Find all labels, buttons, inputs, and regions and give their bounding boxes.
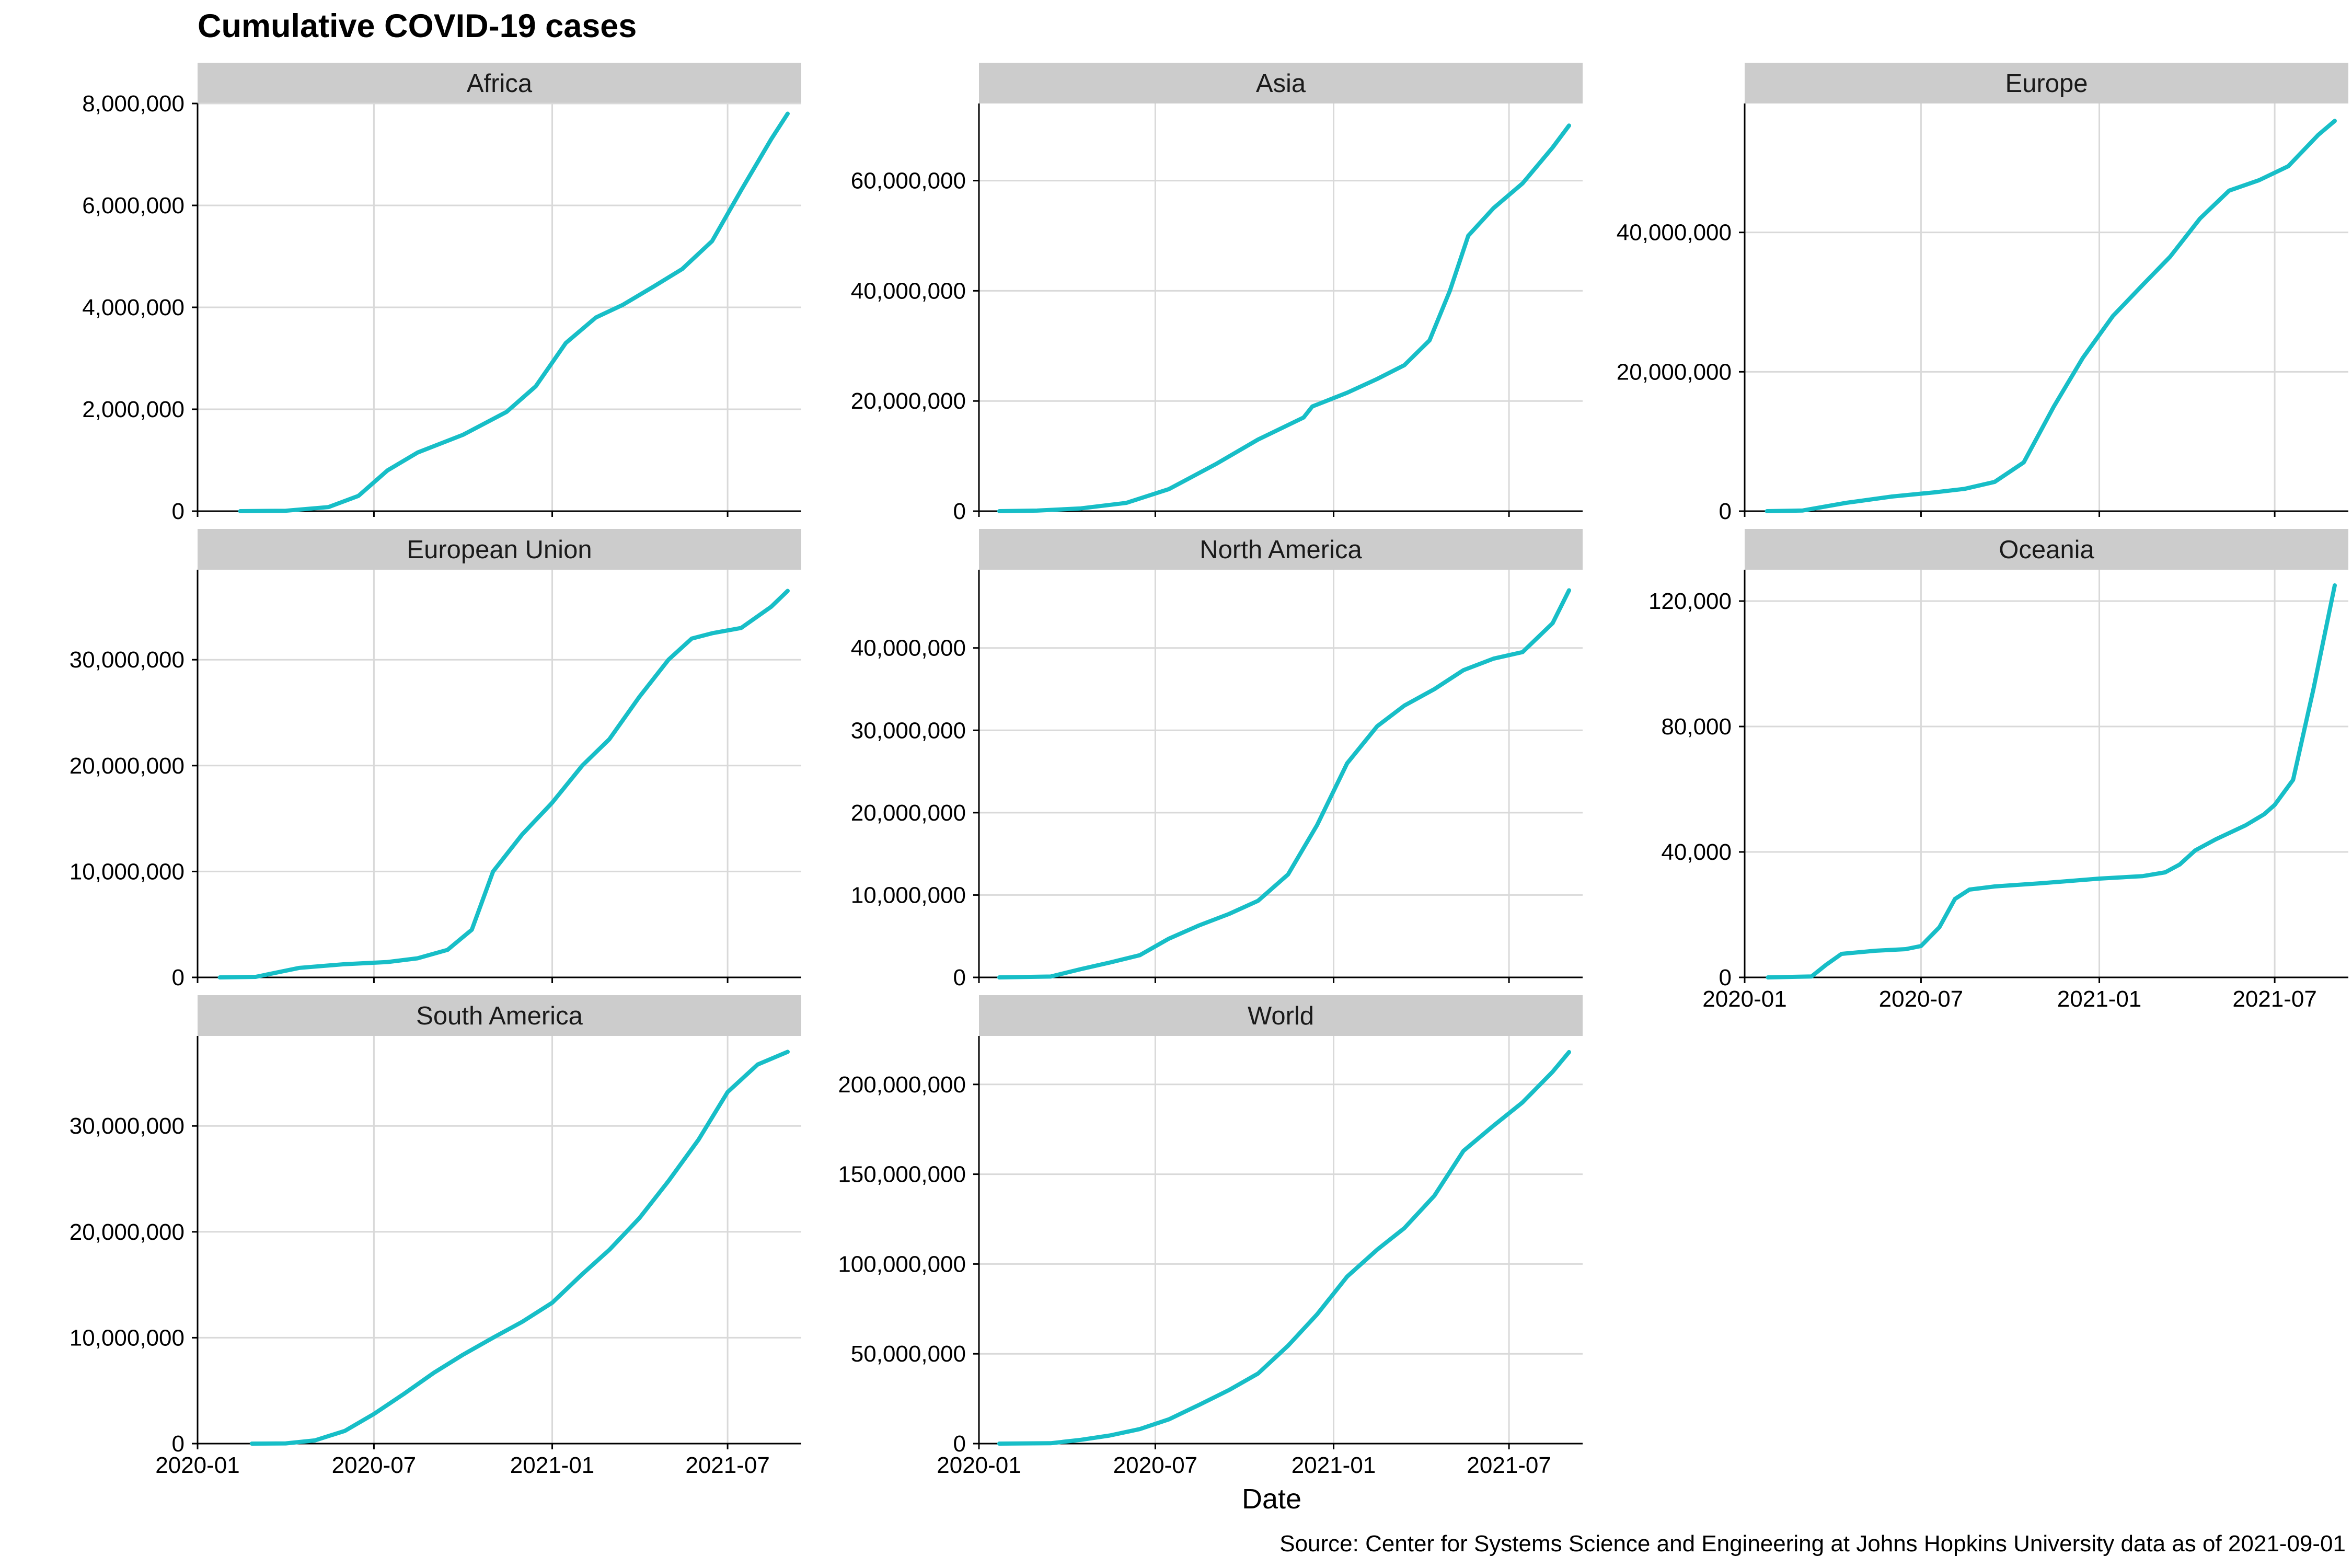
y-tick-label-asia-3: 60,000,000 xyxy=(851,168,966,194)
panel-world: World 0 50,000,000 100,000,000 150,000,000 20… xyxy=(838,995,1583,1478)
x-tick-label-south-america-2: 2021-01 xyxy=(510,1452,594,1478)
y-tick-label-world-2: 100,000,000 xyxy=(838,1251,966,1277)
y-tick-label-north-america-1: 10,000,000 xyxy=(851,882,966,908)
series-line-europe xyxy=(1765,119,2337,513)
panel-south-america: South America 0 10,000,000 20,000,000 30,000… xyxy=(70,995,801,1478)
x-tick-label-world-3: 2021-07 xyxy=(1467,1452,1551,1478)
y-tick-label-north-america-2: 20,000,000 xyxy=(851,800,966,826)
y-tick-label-world-0: 0 xyxy=(953,1431,966,1457)
x-tick-label-south-america-3: 2021-07 xyxy=(685,1452,769,1478)
strip-north-america xyxy=(979,529,1583,570)
panel-north-america: North America 0 10,000,000 20,000,000 30,000… xyxy=(851,529,1583,990)
y-tick-label-world-3: 150,000,000 xyxy=(838,1162,966,1187)
series-line-africa xyxy=(238,111,790,513)
y-tick-label-north-america-4: 40,000,000 xyxy=(851,636,966,661)
x-tick-label-south-america-0: 2020-01 xyxy=(155,1452,239,1478)
y-tick-label-european-union-1: 10,000,000 xyxy=(70,859,185,884)
y-tick-label-oceania-0: 0 xyxy=(1719,965,1732,990)
series-line-asia xyxy=(997,123,1571,513)
strip-world xyxy=(979,995,1583,1036)
y-tick-label-world-1: 50,000,000 xyxy=(851,1341,966,1367)
y-tick-label-africa-0: 0 xyxy=(172,499,185,524)
y-tick-label-world-4: 200,000,000 xyxy=(838,1072,966,1098)
y-tick-label-asia-1: 20,000,000 xyxy=(851,388,966,414)
strip-label-north-america: North America xyxy=(1200,536,1362,564)
y-tick-label-south-america-0: 0 xyxy=(172,1431,185,1457)
y-tick-label-africa-1: 2,000,000 xyxy=(82,397,185,422)
strip-label-europe: Europe xyxy=(2005,70,2088,98)
series-line-european-union xyxy=(217,589,790,979)
x-tick-label-oceania-3: 2021-07 xyxy=(2232,986,2316,1012)
y-tick-label-africa-2: 4,000,000 xyxy=(82,295,185,320)
strip-label-africa: Africa xyxy=(467,70,533,98)
y-tick-label-south-america-3: 30,000,000 xyxy=(70,1113,185,1139)
strip-label-world: World xyxy=(1248,1002,1314,1030)
strip-label-asia: Asia xyxy=(1256,70,1306,98)
panel-oceania: Oceania 0 40,000 80,000 120,000 2020-01 2020-0… xyxy=(1648,529,2348,1012)
panel-europe: Europe 0 20,000,000 40,000,000 xyxy=(1617,63,2348,524)
strip-label-european-union: European Union xyxy=(407,536,592,564)
series-line-north-america xyxy=(997,588,1571,979)
y-tick-label-south-america-2: 20,000,000 xyxy=(70,1219,185,1245)
panel-asia: Asia 0 20,000,000 40,000,000 60,000,000 xyxy=(851,63,1583,524)
chart-title: Cumulative COVID-19 cases xyxy=(198,8,637,44)
y-tick-label-europe-1: 20,000,000 xyxy=(1617,359,1732,385)
series-line-world xyxy=(997,1050,1571,1446)
y-tick-label-european-union-0: 0 xyxy=(172,965,185,990)
y-tick-label-asia-2: 40,000,000 xyxy=(851,278,966,304)
x-tick-label-oceania-1: 2020-07 xyxy=(1879,986,1963,1012)
y-tick-label-oceania-1: 40,000 xyxy=(1661,839,1732,865)
strip-africa xyxy=(198,63,801,103)
series-line-south-america xyxy=(249,1050,790,1446)
x-axis-title-text: Date xyxy=(1241,1483,1302,1515)
y-tick-label-oceania-2: 80,000 xyxy=(1661,714,1732,740)
strip-oceania xyxy=(1745,529,2348,570)
y-tick-label-africa-4: 8,000,000 xyxy=(82,91,185,117)
y-tick-label-oceania-3: 120,000 xyxy=(1648,589,1732,614)
x-tick-label-world-2: 2021-01 xyxy=(1292,1452,1376,1478)
y-tick-label-asia-0: 0 xyxy=(953,499,966,524)
y-tick-label-european-union-2: 20,000,000 xyxy=(70,753,185,779)
x-tick-label-oceania-2: 2021-01 xyxy=(2057,986,2141,1012)
x-tick-label-world-1: 2020-07 xyxy=(1113,1452,1197,1478)
source-caption: Source: Center for Systems Science and E… xyxy=(1279,1531,2346,1557)
panel-africa: Africa 0 2,000,000 4,000,000 6,000,000 8,000,… xyxy=(82,63,801,524)
y-tick-label-south-america-1: 10,000,000 xyxy=(70,1325,185,1351)
x-tick-label-oceania-0: 2020-01 xyxy=(1702,986,1786,1012)
panel-european-union: European Union 0 10,000,000 20,000,000 30,00… xyxy=(70,529,801,990)
y-tick-label-european-union-3: 30,000,000 xyxy=(70,647,185,673)
strip-label-oceania: Oceania xyxy=(1999,536,2094,564)
x-tick-label-world-0: 2020-01 xyxy=(937,1452,1021,1478)
y-tick-label-europe-0: 0 xyxy=(1719,499,1732,524)
strip-asia xyxy=(979,63,1583,103)
y-tick-label-africa-3: 6,000,000 xyxy=(82,193,185,218)
x-tick-label-south-america-1: 2020-07 xyxy=(332,1452,416,1478)
strip-european-union xyxy=(198,529,801,570)
y-tick-label-north-america-0: 0 xyxy=(953,965,966,990)
series-line-oceania xyxy=(1766,583,2337,979)
strip-south-america xyxy=(198,995,801,1036)
strip-label-south-america: South America xyxy=(416,1002,583,1030)
strip-europe xyxy=(1745,63,2348,103)
y-tick-label-europe-2: 40,000,000 xyxy=(1617,220,1732,246)
y-tick-label-north-america-3: 30,000,000 xyxy=(851,718,966,743)
